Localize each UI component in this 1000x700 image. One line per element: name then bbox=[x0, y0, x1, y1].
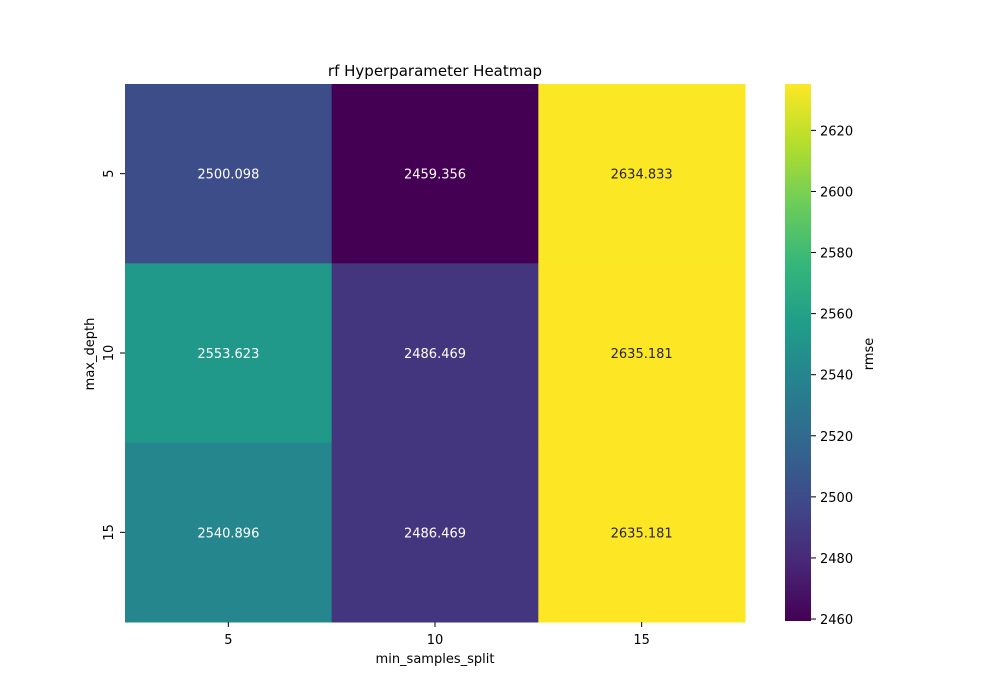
x-tick-label: 15 bbox=[633, 633, 650, 648]
x-tick-label: 5 bbox=[224, 633, 232, 648]
cell-value-label: 2486.469 bbox=[404, 347, 466, 362]
colorbar bbox=[785, 84, 811, 621]
colorbar-tick-label: 2500 bbox=[820, 491, 853, 506]
heatmap-cell bbox=[331, 84, 539, 264]
heatmap-cell bbox=[125, 263, 333, 444]
x-tick-label: 10 bbox=[427, 633, 444, 648]
colorbar-label: rmse bbox=[862, 338, 877, 371]
heatmap-cell bbox=[538, 84, 746, 264]
y-axis: 5 10 15 bbox=[102, 170, 125, 541]
y-tick-label: 15 bbox=[102, 524, 117, 541]
cell-value-label: 2486.469 bbox=[404, 526, 466, 541]
heatmap-cell bbox=[125, 442, 333, 623]
heatmap-cells: 2500.098 2459.356 2634.833 2553.623 2486.469… bbox=[125, 84, 746, 623]
colorbar-tick-label: 2540 bbox=[820, 369, 853, 384]
cell-value-label: 2553.623 bbox=[197, 347, 259, 362]
cell-value-label: 2635.181 bbox=[611, 526, 673, 541]
colorbar-tick-label: 2580 bbox=[820, 247, 853, 262]
heatmap-cell bbox=[538, 442, 746, 623]
colorbar-tick-label: 2520 bbox=[820, 430, 853, 445]
cell-value-label: 2500.098 bbox=[197, 168, 259, 183]
y-axis-label: max_depth bbox=[83, 318, 98, 391]
colorbar-tick-label: 2560 bbox=[820, 308, 853, 323]
heatmap-cell bbox=[331, 442, 539, 623]
y-tick-label: 10 bbox=[102, 345, 117, 362]
heatmap-cell bbox=[125, 84, 333, 264]
cell-value-label: 2540.896 bbox=[197, 526, 259, 541]
heatmap-cell bbox=[331, 263, 539, 444]
cell-value-label: 2635.181 bbox=[611, 347, 673, 362]
heatmap-cell bbox=[538, 263, 746, 444]
y-tick-label: 5 bbox=[102, 170, 117, 178]
chart-title: rf Hyperparameter Heatmap bbox=[328, 62, 542, 80]
colorbar-tick-label: 2480 bbox=[820, 552, 853, 567]
x-axis-label: min_samples_split bbox=[376, 652, 495, 667]
colorbar-tick-label: 2460 bbox=[820, 613, 853, 628]
colorbar-tick-label: 2620 bbox=[820, 124, 853, 139]
colorbar-tick-label: 2600 bbox=[820, 185, 853, 200]
colorbar-axis: 2460 2480 2500 2520 2540 2560 2580 2600 2620 bbox=[811, 124, 853, 628]
x-axis: 5 10 15 bbox=[224, 622, 650, 648]
cell-value-label: 2634.833 bbox=[611, 168, 673, 183]
cell-value-label: 2459.356 bbox=[404, 168, 466, 183]
